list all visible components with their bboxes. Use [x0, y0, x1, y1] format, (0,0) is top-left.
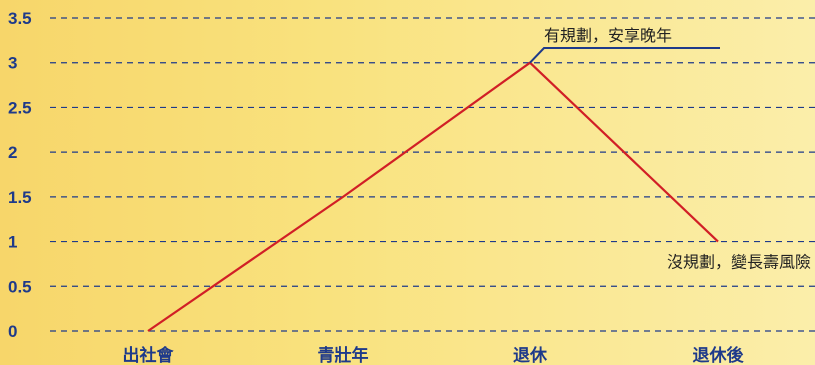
y-tick-label: 1 — [8, 233, 17, 252]
x-category-label: 退休 — [513, 345, 548, 365]
y-tick-label: 1.5 — [8, 188, 32, 207]
y-axis-tick-labels: 0 0.5 1 1.5 2 2.5 3 3.5 — [8, 9, 32, 341]
y-tick-label: 2.5 — [8, 98, 32, 117]
annotation-planned: 有規劃，安享晚年 — [544, 26, 672, 45]
annotation-unplanned: 沒規劃，變長壽風險 — [667, 253, 811, 272]
annotation-leader-line — [529, 47, 720, 64]
series-line-0 — [147, 61, 719, 332]
x-axis-category-labels: 出社會 青壯年 退休 退休後 — [123, 345, 745, 365]
series-lines — [147, 61, 719, 332]
x-category-label: 青壯年 — [318, 345, 369, 365]
y-tick-label: 2 — [8, 143, 17, 162]
y-tick-label: 0.5 — [8, 277, 32, 296]
y-tick-label: 3 — [8, 54, 17, 73]
y-tick-label: 3.5 — [8, 9, 32, 28]
x-category-label: 退休後 — [693, 345, 745, 365]
y-tick-label: 0 — [8, 322, 17, 341]
gridlines — [50, 17, 815, 332]
x-category-label: 出社會 — [123, 345, 175, 365]
